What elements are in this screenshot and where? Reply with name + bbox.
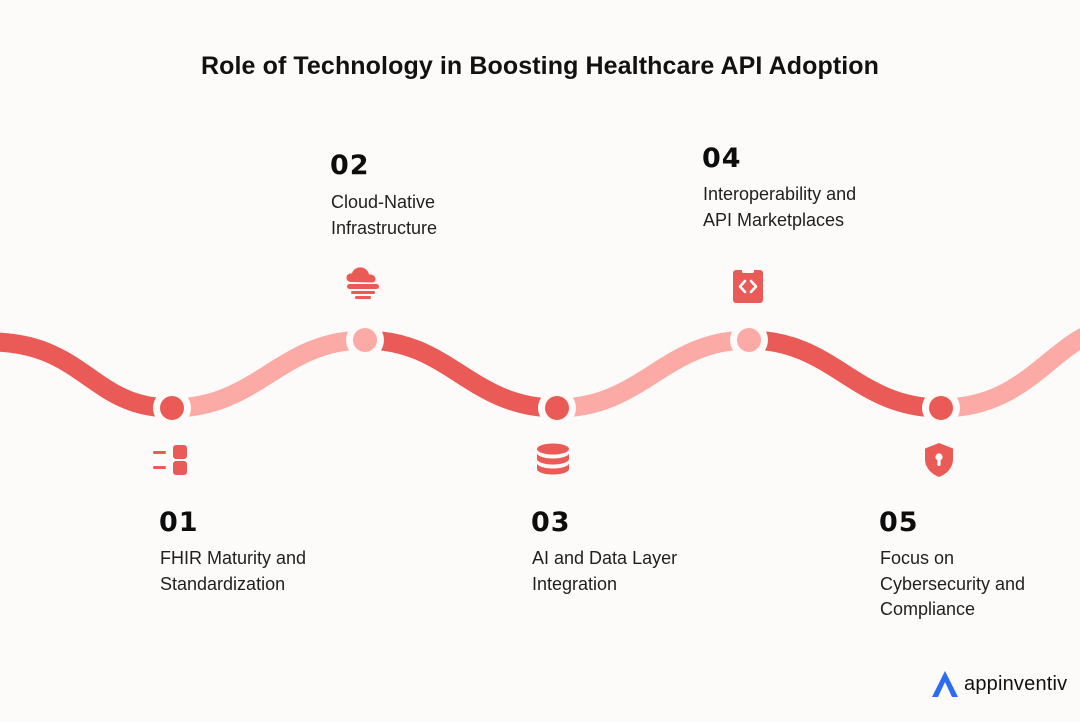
step-label-05-line-3: Compliance bbox=[880, 599, 976, 619]
appinventiv-logo-icon bbox=[932, 671, 958, 697]
brand-name: appinventiv bbox=[964, 672, 1068, 695]
step-number-02: 02 bbox=[330, 150, 370, 181]
database-icon bbox=[533, 441, 573, 481]
step-label-04-line-1: Interoperability and bbox=[703, 184, 857, 204]
page-title: Role of Technology in Boosting Healthcar… bbox=[200, 52, 880, 80]
step-label-03-line-2: Integration bbox=[532, 573, 618, 594]
step-number-03: 03 bbox=[531, 507, 571, 538]
wave-segment-4 bbox=[547, 330, 759, 418]
wave-segment-2 bbox=[162, 330, 375, 418]
timeline-node-03 bbox=[538, 389, 576, 427]
wave-segment-5 bbox=[739, 330, 951, 418]
step-label-01-line-2: Standardization bbox=[160, 573, 286, 594]
step-label-04-line-2: API Marketplaces bbox=[703, 209, 845, 230]
wave-segment-3 bbox=[355, 330, 567, 418]
cloud-server-icon bbox=[343, 265, 383, 305]
step-label-04: Interoperability and API Marketplaces bbox=[703, 182, 856, 233]
list-toggle-icon bbox=[151, 441, 191, 481]
step-label-01-line-1: FHIR Maturity and bbox=[160, 548, 307, 568]
wave-segment-6 bbox=[931, 328, 1080, 418]
shield-lock-icon bbox=[919, 440, 959, 480]
timeline-node-02 bbox=[346, 321, 384, 359]
code-clipboard-icon bbox=[728, 266, 768, 306]
step-label-01: FHIR Maturity and Standardization bbox=[160, 546, 306, 597]
wave-segment-1 bbox=[0, 332, 182, 418]
step-number-04: 04 bbox=[702, 143, 742, 174]
step-number-05: 05 bbox=[879, 507, 919, 538]
step-label-02: Cloud-Native Infrastructure bbox=[331, 190, 437, 241]
timeline-node-05 bbox=[922, 389, 960, 427]
timeline-node-04 bbox=[730, 321, 768, 359]
step-label-05-line-1: Focus on bbox=[880, 548, 955, 568]
step-label-03: AI and Data Layer Integration bbox=[532, 546, 677, 597]
timeline-node-01 bbox=[153, 389, 191, 427]
step-label-02-line-2: Infrastructure bbox=[331, 217, 438, 238]
step-label-05-line-2: Cybersecurity and bbox=[880, 573, 1026, 594]
step-label-05: Focus on Cybersecurity and Compliance bbox=[880, 546, 1025, 623]
step-number-01: 01 bbox=[159, 507, 199, 538]
step-label-03-line-1: AI and Data Layer bbox=[532, 548, 678, 568]
brand-logo: appinventiv bbox=[930, 668, 1067, 700]
step-label-02-line-1: Cloud-Native bbox=[331, 192, 436, 212]
